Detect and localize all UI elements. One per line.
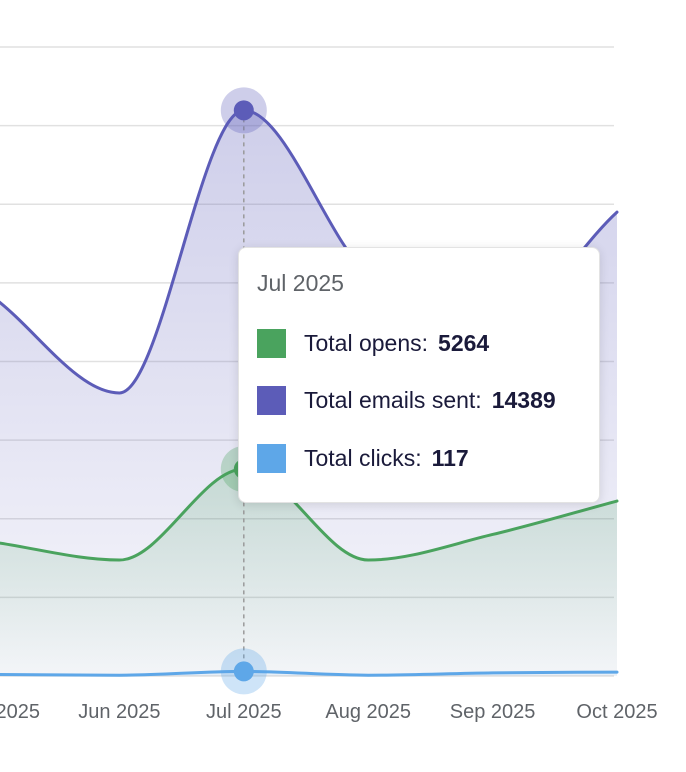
total-opens-area xyxy=(0,469,617,676)
x-tick-label: 2025 xyxy=(0,701,40,723)
tooltip-label: Total emails sent: xyxy=(304,386,482,413)
tooltip-value: 14389 xyxy=(491,386,556,413)
x-tick-label: Jul 2025 xyxy=(206,701,282,723)
x-tick-label: Sep 2025 xyxy=(450,701,536,723)
x-tick-label: Oct 2025 xyxy=(576,701,657,723)
tooltip-value: 5264 xyxy=(438,329,490,356)
tooltip-row-opens: Total opens: 5264 xyxy=(257,328,489,358)
tooltip-title: Jul 2025 xyxy=(257,270,344,296)
opens-swatch xyxy=(257,328,286,358)
tooltip-label: Total clicks: xyxy=(304,444,422,471)
tooltip-label: Total opens: xyxy=(304,329,429,356)
tooltip-row-clicks: Total clicks: 117 xyxy=(257,443,469,473)
total-clicks-marker xyxy=(233,661,254,682)
chart-tooltip: Jul 2025 Total opens: 5264 Total emails … xyxy=(238,247,600,503)
x-axis-ticks: 2025 Jun 2025 Jul 2025 Aug 2025 Sep 2025 Oct … xyxy=(0,701,658,723)
x-tick-label: Jun 2025 xyxy=(78,701,160,723)
x-tick-label: Aug 2025 xyxy=(325,701,411,723)
clicks-swatch xyxy=(257,443,286,473)
total-clicks-line xyxy=(0,669,619,677)
sent-swatch xyxy=(257,385,286,415)
total-opens-line xyxy=(0,467,619,562)
total-emails-sent-marker xyxy=(233,100,254,121)
tooltip-row-sent: Total emails sent: 14389 xyxy=(257,385,556,415)
tooltip-value: 117 xyxy=(431,444,469,471)
